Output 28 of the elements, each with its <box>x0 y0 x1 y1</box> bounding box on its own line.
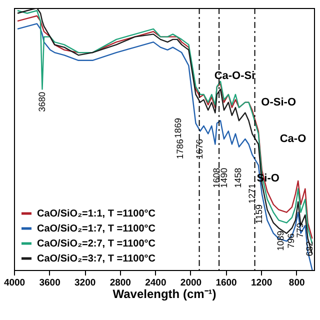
x-tick-label: 1600 <box>216 278 237 288</box>
x-tick-label: 1200 <box>250 278 272 288</box>
annotation: O-Si-O <box>261 96 296 108</box>
x-tick-label: 2000 <box>180 278 202 288</box>
legend-label: CaO/SiO₂=1:7, T =1100°C <box>37 224 156 234</box>
x-tick-label: 2800 <box>110 278 131 288</box>
annotation: 1786 <box>174 139 185 160</box>
x-tick-label: 3600 <box>39 278 60 288</box>
annotation: 1089 <box>275 230 286 251</box>
annotation: 682 <box>304 241 315 256</box>
annotation: Ca-O-Si <box>214 70 255 82</box>
legend-label: CaO/SiO₂=3:7, T =1100°C <box>37 254 156 264</box>
x-tick-label: 3200 <box>74 278 96 288</box>
x-tick-label: 2400 <box>145 278 166 288</box>
x-axis-title: Wavelength (cm⁻¹) <box>112 287 216 301</box>
annotation: 779 <box>295 222 306 238</box>
x-tick-label: 4000 <box>4 278 26 288</box>
annotation: 1676 <box>194 139 205 160</box>
annotation: 1159 <box>254 204 264 224</box>
legend-label: CaO/SiO₂=1:1, T =1100°C <box>37 208 156 220</box>
annotation: 3680 <box>37 92 48 112</box>
annotation: 1869 <box>173 118 184 138</box>
legend-label: CaO/SiO₂=2:7, T =1100°C <box>37 238 156 250</box>
annotation: 1458 <box>233 168 244 188</box>
annotation: Ca-O <box>280 133 307 145</box>
x-tick-label: 800 <box>288 278 305 288</box>
annotation: 796 <box>286 233 296 248</box>
annotation: 1490 <box>219 168 229 188</box>
